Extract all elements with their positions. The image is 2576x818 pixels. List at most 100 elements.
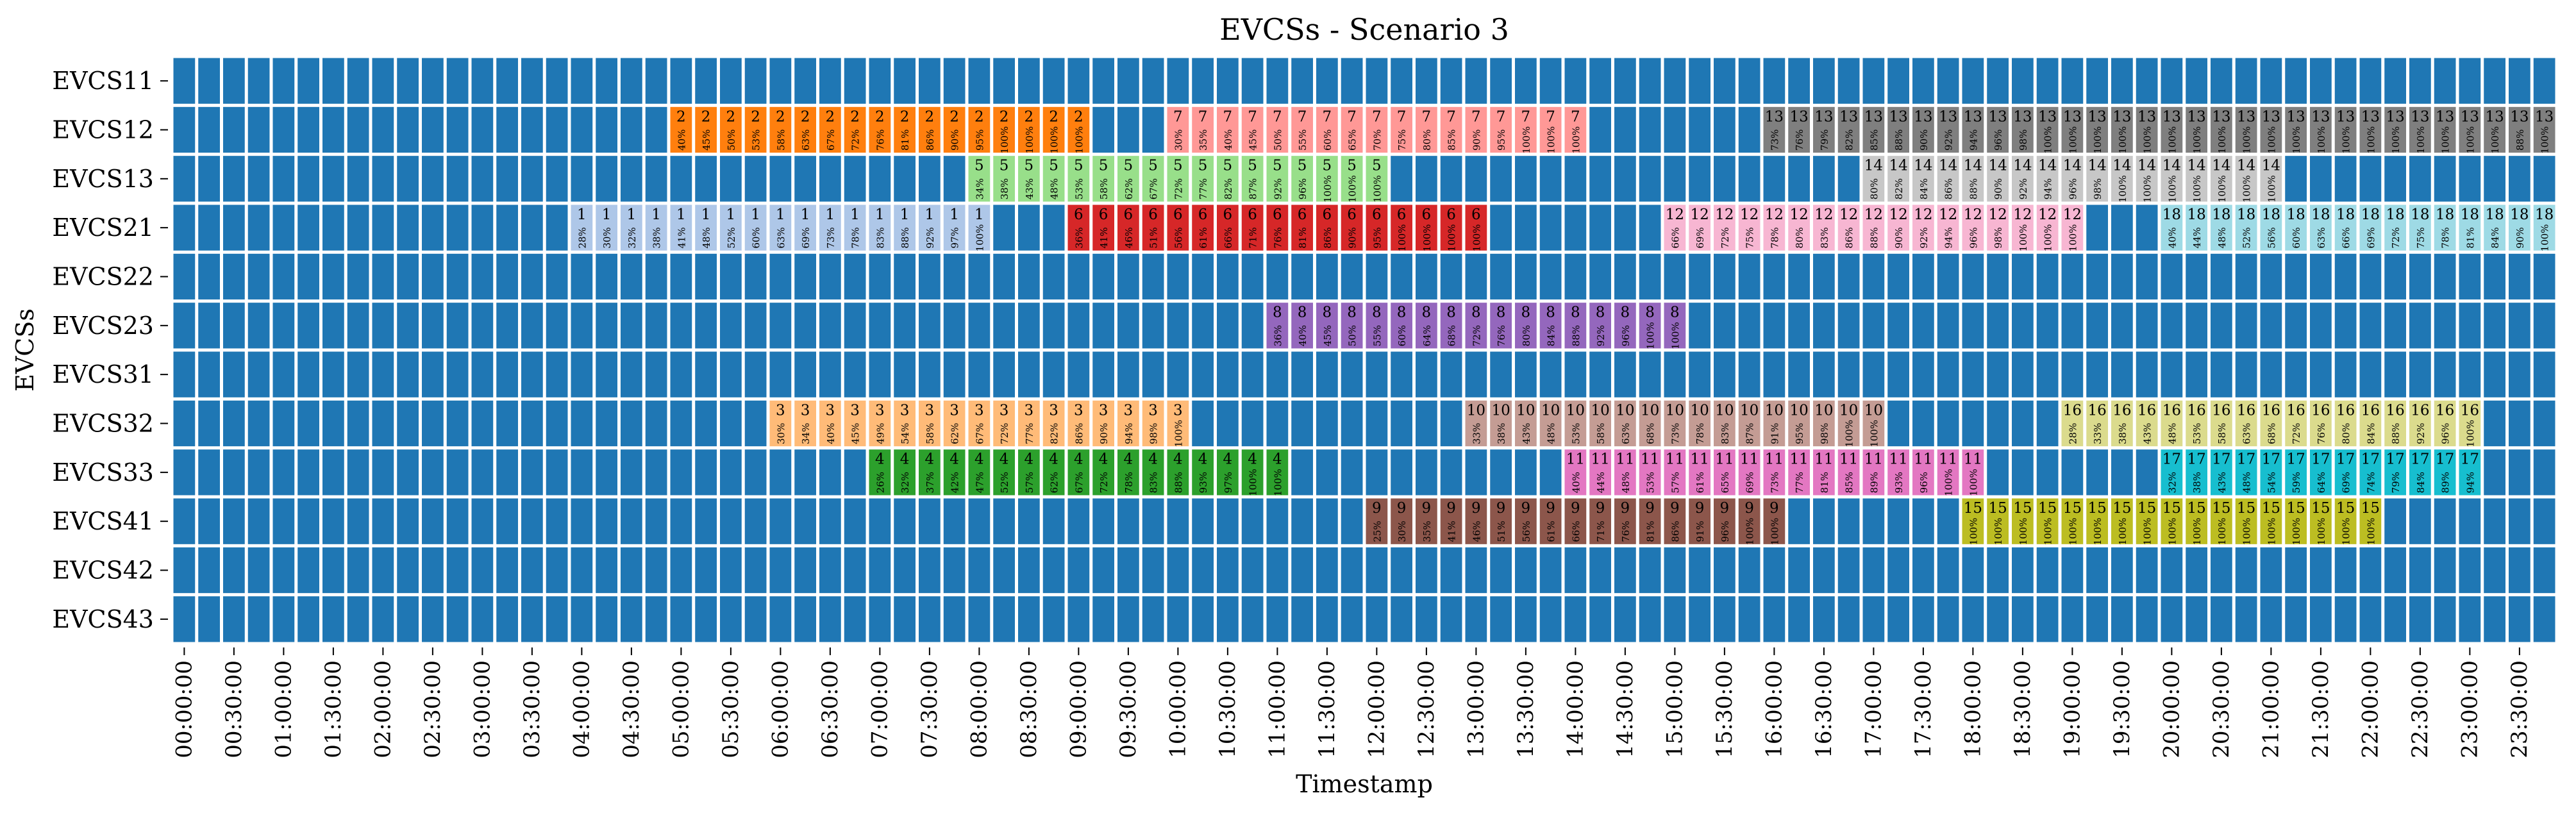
heatmap-cell <box>819 449 841 496</box>
heatmap-cell <box>1391 253 1412 300</box>
heatmap-cell <box>968 303 991 349</box>
heatmap-cell <box>1142 58 1164 104</box>
heatmap-cell <box>397 58 419 104</box>
heatmap-cell <box>2409 156 2431 202</box>
cell-vehicle-label: 8 <box>1323 305 1332 321</box>
cell-soc-label: 100% <box>2241 126 2253 154</box>
heatmap-cell <box>1639 596 1661 642</box>
heatmap-cell <box>2235 351 2257 397</box>
cell-soc-label: 65% <box>1347 129 1359 151</box>
heatmap-cell <box>1092 400 1114 447</box>
heatmap-cell <box>372 253 394 300</box>
heatmap-cell <box>596 253 617 300</box>
cell-vehicle-label: 16 <box>2063 402 2082 419</box>
cell-soc-label: 79% <box>1819 129 1830 151</box>
heatmap-cell <box>993 449 1015 496</box>
heatmap-cell <box>2211 204 2232 251</box>
cell-vehicle-label: 12 <box>1740 206 1759 223</box>
heatmap-cell <box>670 400 692 447</box>
cell-soc-label: 100% <box>2415 126 2427 154</box>
heatmap-cell <box>422 596 444 642</box>
heatmap-cell <box>2434 547 2456 594</box>
cell-soc-label: 72% <box>2291 423 2302 444</box>
heatmap-cell <box>769 449 792 496</box>
cell-vehicle-label: 7 <box>1173 108 1183 125</box>
heatmap-cell <box>2036 547 2059 594</box>
heatmap-cell <box>1763 106 1786 153</box>
heatmap-cell <box>2384 498 2406 544</box>
heatmap-cell <box>2384 106 2406 153</box>
heatmap-cell <box>1887 547 1909 594</box>
cell-vehicle-label: 6 <box>1422 206 1432 223</box>
cell-vehicle-label: 13 <box>2461 108 2479 125</box>
cell-vehicle-label: 17 <box>2237 451 2255 468</box>
cell-soc-label: 98% <box>2092 178 2103 199</box>
cell-vehicle-label: 4 <box>875 451 885 468</box>
cell-soc-label: 67% <box>825 129 837 151</box>
cell-soc-label: 81% <box>899 129 911 151</box>
heatmap-cell <box>1788 498 1810 544</box>
heatmap-cell <box>2359 156 2382 202</box>
heatmap-cell <box>1266 596 1289 642</box>
heatmap-cell <box>1937 58 1959 104</box>
heatmap-cell <box>422 498 444 544</box>
heatmap-cell <box>223 156 245 202</box>
heatmap-cell <box>1813 204 1835 251</box>
heatmap-cell <box>1589 596 1611 642</box>
cell-vehicle-label: 10 <box>1740 402 1759 419</box>
heatmap-cell <box>2533 498 2555 544</box>
heatmap-cell <box>1689 400 1710 447</box>
cell-soc-label: 100% <box>1371 175 1383 203</box>
heatmap-cell <box>1217 253 1239 300</box>
heatmap-cell <box>720 498 742 544</box>
heatmap-cell <box>1042 547 1065 594</box>
heatmap-cell <box>471 498 494 544</box>
cell-vehicle-label: 8 <box>1621 305 1630 321</box>
heatmap-cell <box>2012 351 2034 397</box>
cell-soc-label: 25% <box>1371 521 1383 542</box>
heatmap-cell <box>1440 253 1462 300</box>
cell-vehicle-label: 8 <box>1571 305 1580 321</box>
cell-soc-label: 41% <box>1446 521 1458 542</box>
heatmap-cell <box>1117 253 1139 300</box>
cell-soc-label: 76% <box>874 129 886 151</box>
cell-vehicle-label: 14 <box>2162 158 2181 174</box>
heatmap-cell <box>1689 253 1710 300</box>
heatmap-cell <box>2409 351 2431 397</box>
cell-vehicle-label: 1 <box>801 206 810 223</box>
heatmap-cell <box>2533 547 2555 594</box>
heatmap-cell <box>695 498 717 544</box>
cell-soc-label: 95% <box>1794 423 1805 444</box>
heatmap-cell <box>2111 351 2133 397</box>
cell-vehicle-label: 13 <box>1839 108 1858 125</box>
cell-vehicle-label: 16 <box>2436 402 2454 419</box>
heatmap-cell <box>2012 204 2034 251</box>
heatmap-cell <box>744 58 767 104</box>
heatmap-cell <box>2235 596 2257 642</box>
heatmap-cell <box>993 596 1015 642</box>
heatmap-cell <box>695 253 717 300</box>
cell-soc-label: 67% <box>974 423 985 444</box>
cell-vehicle-label: 16 <box>2237 402 2255 419</box>
heatmap-cell <box>2061 400 2084 447</box>
x-tick-label: 02:00:00 <box>370 660 396 758</box>
heatmap-cell <box>2310 351 2332 397</box>
cell-vehicle-label: 10 <box>1666 402 1684 419</box>
heatmap-cell <box>2211 351 2232 397</box>
cell-vehicle-label: 6 <box>1323 206 1332 223</box>
heatmap-cell <box>2484 253 2505 300</box>
cell-soc-label: 100% <box>2092 518 2103 546</box>
heatmap-cell <box>670 156 692 202</box>
heatmap-cell <box>993 204 1015 251</box>
heatmap-cell <box>2459 400 2481 447</box>
heatmap-cell <box>2409 106 2431 153</box>
cell-soc-label: 85% <box>1844 472 1855 493</box>
cell-vehicle-label: 6 <box>1099 206 1108 223</box>
x-tick-label: 05:00:00 <box>668 660 694 758</box>
heatmap-cell <box>1987 156 2009 202</box>
heatmap-cell <box>1341 351 1363 397</box>
heatmap-cell <box>446 449 469 496</box>
cell-soc-label: 87% <box>1744 423 1756 444</box>
cell-soc-label: 91% <box>1769 423 1780 444</box>
heatmap-cell <box>2285 351 2307 397</box>
